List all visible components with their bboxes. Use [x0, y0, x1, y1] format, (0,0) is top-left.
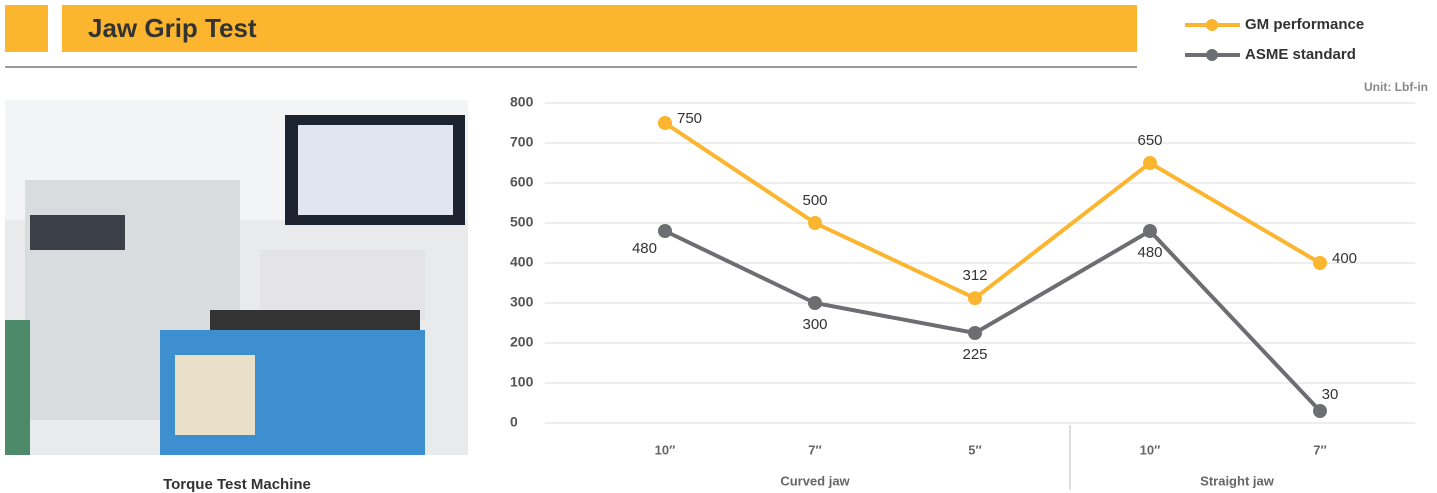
- data-label: 30: [1322, 386, 1339, 403]
- series-line: [664, 228, 1322, 413]
- y-tick-label: 700: [510, 134, 534, 150]
- group-label: Curved jaw: [780, 473, 850, 488]
- point: [1143, 224, 1157, 238]
- x-tick-label: 10″: [1140, 442, 1161, 457]
- point: [968, 291, 982, 306]
- y-tick-label: 100: [510, 374, 534, 390]
- series-line: [663, 121, 1322, 301]
- data-label: 400: [1332, 250, 1357, 267]
- data-label: 480: [1137, 244, 1162, 261]
- point: [808, 216, 822, 230]
- y-tick-label: 800: [510, 94, 534, 110]
- legend-marker: [1206, 49, 1218, 61]
- point: [1143, 156, 1157, 170]
- x-tick-label: 10″: [655, 442, 676, 457]
- image-caption: Torque Test Machine: [163, 476, 311, 493]
- data-label: 750: [677, 110, 702, 127]
- header-bar: [62, 5, 1137, 52]
- group-label: Straight jaw: [1200, 473, 1275, 488]
- point: [658, 116, 672, 130]
- legend-label: GM performance: [1245, 16, 1364, 33]
- data-label: 480: [632, 240, 657, 257]
- unit-label: Unit: Lbf-in: [1364, 80, 1428, 94]
- y-tick-label: 400: [510, 254, 534, 270]
- point: [1313, 404, 1327, 418]
- legend-marker: [1206, 19, 1218, 31]
- data-label: 225: [962, 346, 987, 363]
- data-label: 500: [802, 192, 827, 209]
- data-label: 650: [1137, 132, 1162, 149]
- x-tick-label: 5″: [968, 442, 981, 457]
- y-tick-label: 500: [510, 214, 534, 230]
- data-label: 300: [802, 316, 827, 333]
- y-tick-label: 600: [510, 174, 534, 190]
- point: [1313, 256, 1327, 270]
- y-tick-label: 0: [510, 414, 518, 430]
- x-tick-label: 7″: [1313, 442, 1326, 457]
- header-square: [5, 5, 48, 52]
- legend-label: ASME standard: [1245, 46, 1356, 63]
- y-tick-label: 200: [510, 334, 534, 350]
- chart-title: Jaw Grip Test: [88, 13, 257, 43]
- point: [658, 224, 672, 238]
- photo: [5, 100, 468, 455]
- point: [808, 296, 822, 310]
- data-label: 312: [962, 267, 987, 284]
- y-tick-label: 300: [510, 294, 534, 310]
- point: [968, 326, 982, 340]
- x-tick-label: 7″: [808, 442, 821, 457]
